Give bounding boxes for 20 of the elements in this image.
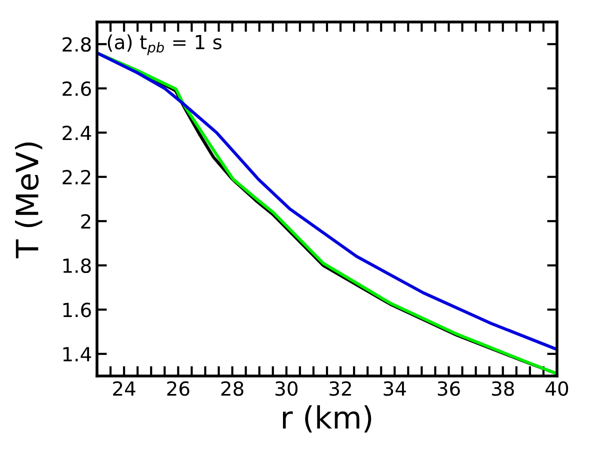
x-tick-label: 28 xyxy=(221,381,244,396)
x-tick-label: 24 xyxy=(113,381,136,396)
y-tick-label: 2.2 xyxy=(62,170,90,184)
y-tick-label: 2.8 xyxy=(62,37,91,52)
x-tick-label: 40 xyxy=(546,381,568,396)
y-tick-label: 2.6 xyxy=(62,81,91,96)
y-tick-label: 2 xyxy=(81,214,90,229)
y-tick-label: 1.8 xyxy=(63,258,91,274)
y-tick-label: 2.4 xyxy=(62,126,92,140)
x-tick-label: 36 xyxy=(438,381,460,396)
x-tick-label: 26 xyxy=(167,381,190,396)
y-tick-label: 1.4 xyxy=(63,347,92,362)
x-tick-label: 30 xyxy=(276,381,298,396)
y-axis-title: T (MeV) xyxy=(15,142,42,258)
x-axis-title: r (km) xyxy=(282,405,372,432)
x-tick-label: 32 xyxy=(330,381,351,396)
x-tick-label: 38 xyxy=(492,381,514,396)
y-tick-label: 1.6 xyxy=(63,302,91,318)
annotation: (a) t$_{pb}$ = 1 s xyxy=(108,34,222,56)
x-tick-label: 34 xyxy=(384,381,406,396)
